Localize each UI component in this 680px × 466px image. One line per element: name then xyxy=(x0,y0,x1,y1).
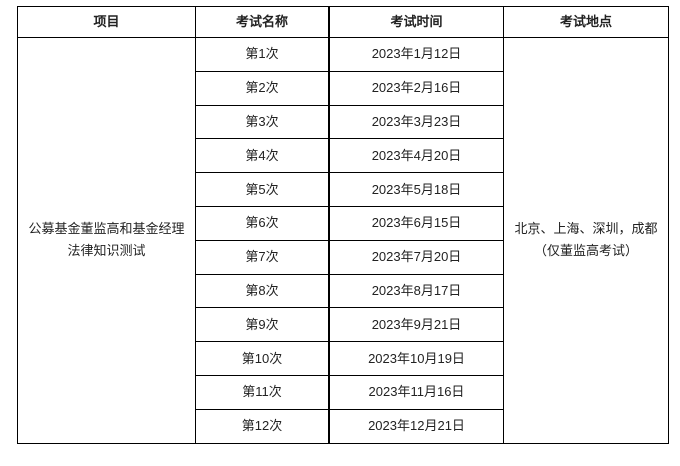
table-row: 第12次 2023年12月21日 xyxy=(18,408,669,444)
table-row: 第5次 2023年5月18日 xyxy=(18,172,669,207)
exam-date-cell: 2023年3月23日 xyxy=(328,104,504,140)
exam-name-cell: 第8次 xyxy=(195,273,330,309)
header-row: 项目 考试名称 考试时间 考试地点 xyxy=(17,6,669,38)
location-cell: 北京、上海、深圳，成都（仅董监高考试） xyxy=(503,37,669,444)
table-row: 第11次 2023年11月16日 xyxy=(18,374,669,410)
table-row: 第7次 2023年7月20日 xyxy=(18,239,669,275)
exam-name-cell: 第4次 xyxy=(195,138,330,174)
table-row: 第9次 2023年9月21日 xyxy=(18,307,669,343)
exam-date-cell: 2023年4月20日 xyxy=(328,138,504,174)
table-row: 第3次 2023年3月23日 xyxy=(18,104,669,140)
exam-name-cell: 第5次 xyxy=(195,172,330,207)
exam-name-cell: 第6次 xyxy=(195,205,330,241)
header-exam-location: 考试地点 xyxy=(503,6,669,38)
exam-date-cell: 2023年1月12日 xyxy=(328,37,504,72)
header-project: 项目 xyxy=(17,6,196,38)
exam-name-cell: 第9次 xyxy=(195,307,330,343)
exam-date-cell: 2023年9月21日 xyxy=(328,307,504,343)
exam-date-cell: 2023年5月18日 xyxy=(328,172,504,207)
exam-name-cell: 第12次 xyxy=(195,408,330,444)
exam-schedule-table: 项目 考试名称 考试时间 考试地点 公募基金董监高和基金经理法律知识测试 第1次 2… xyxy=(17,6,669,444)
header-exam-time: 考试时间 xyxy=(328,6,504,38)
exam-name-cell: 第2次 xyxy=(195,70,330,106)
exam-date-cell: 2023年7月20日 xyxy=(328,239,504,275)
table-row: 第10次 2023年10月19日 xyxy=(18,341,669,376)
table-row: 第4次 2023年4月20日 xyxy=(18,138,669,174)
exam-date-cell: 2023年11月16日 xyxy=(328,374,504,410)
table-row: 第2次 2023年2月16日 xyxy=(18,70,669,106)
exam-name-cell: 第3次 xyxy=(195,104,330,140)
exam-date-cell: 2023年8月17日 xyxy=(328,273,504,309)
exam-name-cell: 第7次 xyxy=(195,239,330,275)
exam-name-cell: 第1次 xyxy=(195,37,330,72)
header-exam-name: 考试名称 xyxy=(195,6,330,38)
exam-date-cell: 2023年10月19日 xyxy=(328,341,504,376)
exam-name-cell: 第10次 xyxy=(195,341,330,376)
exam-date-cell: 2023年2月16日 xyxy=(328,70,504,106)
table-row: 公募基金董监高和基金经理法律知识测试 第1次 2023年1月12日 北京、上海、深圳，… xyxy=(17,37,669,444)
exam-name-cell: 第11次 xyxy=(195,374,330,410)
exam-date-cell: 2023年6月15日 xyxy=(328,205,504,241)
project-cell: 公募基金董监高和基金经理法律知识测试 xyxy=(17,37,196,444)
table-row: 第6次 2023年6月15日 xyxy=(18,205,669,241)
exam-date-cell: 2023年12月21日 xyxy=(328,408,504,444)
table-row: 第8次 2023年8月17日 xyxy=(18,273,669,309)
